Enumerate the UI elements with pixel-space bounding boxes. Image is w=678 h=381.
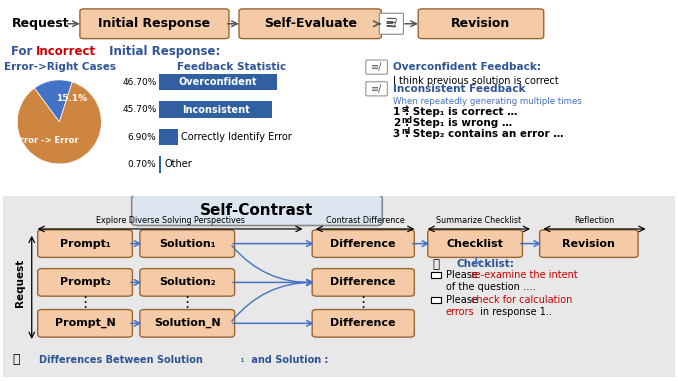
Text: Inconsistent: Inconsistent (182, 104, 250, 115)
Text: re-examine the intent: re-examine the intent (471, 270, 578, 280)
Text: Initial Response:: Initial Response: (105, 45, 221, 58)
Text: Revision: Revision (452, 17, 511, 30)
Text: Difference: Difference (330, 319, 396, 328)
Text: 📋: 📋 (433, 258, 439, 271)
Text: in response 1..: in response 1.. (477, 307, 552, 317)
FancyBboxPatch shape (312, 309, 414, 337)
Bar (159, 74, 277, 90)
Text: ⋮: ⋮ (77, 295, 93, 311)
Bar (159, 101, 272, 118)
Text: Self-Evaluate: Self-Evaluate (264, 17, 357, 30)
Text: Inconsistent Feedback: Inconsistent Feedback (393, 84, 525, 94)
Text: Incorrect: Incorrect (36, 45, 96, 58)
Text: : Step₂ contains an error …: : Step₂ contains an error … (405, 129, 563, 139)
Text: Overconfident: Overconfident (179, 77, 258, 87)
Text: Feedback Statistic: Feedback Statistic (177, 62, 286, 72)
Text: Contrast Difference: Contrast Difference (325, 216, 405, 225)
Text: I think previous solution is correct: I think previous solution is correct (393, 76, 559, 86)
Text: 3: 3 (393, 129, 400, 139)
Text: For: For (12, 45, 37, 58)
FancyBboxPatch shape (140, 230, 235, 258)
Text: 2: 2 (393, 118, 400, 128)
Text: rd: rd (401, 127, 411, 136)
FancyBboxPatch shape (80, 9, 229, 38)
Text: Solution_N: Solution_N (154, 318, 220, 328)
Text: ⋮: ⋮ (180, 295, 195, 311)
Text: 46.70%: 46.70% (122, 78, 157, 86)
FancyBboxPatch shape (38, 230, 132, 258)
Text: Reflection: Reflection (574, 216, 614, 225)
FancyBboxPatch shape (38, 269, 132, 296)
Wedge shape (35, 80, 73, 122)
Bar (159, 129, 178, 145)
FancyBboxPatch shape (366, 60, 387, 74)
FancyBboxPatch shape (540, 230, 638, 258)
Text: Self-Contrast: Self-Contrast (200, 203, 314, 218)
FancyBboxPatch shape (366, 82, 387, 96)
Text: of the question ….: of the question …. (445, 282, 536, 292)
Text: : Step₁ is correct …: : Step₁ is correct … (405, 107, 517, 117)
Text: Error -> Error: Error -> Error (14, 136, 79, 145)
Text: 1: 1 (393, 107, 400, 117)
Text: 6.90%: 6.90% (127, 133, 157, 141)
Bar (159, 156, 161, 173)
Text: Error->Right Cases: Error->Right Cases (5, 62, 117, 72)
Text: ☰: ☰ (386, 17, 397, 30)
Text: Summarize Checklist: Summarize Checklist (436, 216, 521, 225)
Text: Difference: Difference (330, 277, 396, 287)
Text: Please: Please (445, 295, 481, 305)
Text: Explore Diverse Solving Perspectives: Explore Diverse Solving Perspectives (96, 216, 245, 225)
Wedge shape (18, 82, 101, 164)
FancyBboxPatch shape (1, 194, 677, 378)
Text: When repeatedly generating multiple times: When repeatedly generating multiple time… (393, 96, 582, 106)
Text: :: : (321, 355, 328, 365)
FancyBboxPatch shape (132, 195, 382, 226)
Bar (431, 272, 441, 278)
Text: 45.70%: 45.70% (122, 105, 157, 114)
Text: Request: Request (12, 17, 69, 30)
Text: st: st (401, 105, 410, 114)
FancyBboxPatch shape (140, 309, 235, 337)
Text: Checklist:: Checklist: (457, 259, 515, 269)
FancyBboxPatch shape (418, 9, 544, 38)
Text: Solution₁: Solution₁ (159, 239, 216, 249)
Text: ≡/: ≡/ (371, 62, 382, 72)
Text: Other: Other (165, 160, 193, 170)
Text: Revision: Revision (563, 239, 615, 249)
FancyBboxPatch shape (140, 269, 235, 296)
FancyBboxPatch shape (312, 269, 414, 296)
FancyBboxPatch shape (379, 13, 403, 34)
Text: ≡/: ≡/ (371, 84, 382, 94)
Text: Checklist: Checklist (447, 239, 504, 249)
FancyBboxPatch shape (428, 230, 523, 258)
Text: Prompt_N: Prompt_N (55, 318, 115, 328)
Text: ⋮: ⋮ (356, 295, 371, 311)
Text: nd: nd (401, 116, 412, 125)
Text: 15.1%: 15.1% (56, 94, 87, 103)
Bar (431, 297, 441, 303)
Text: Solution₂: Solution₂ (159, 277, 216, 287)
Text: check for calculation: check for calculation (471, 295, 572, 305)
FancyBboxPatch shape (239, 9, 381, 38)
FancyBboxPatch shape (312, 230, 414, 258)
Text: and Solution: and Solution (248, 355, 321, 365)
Text: 🎓: 🎓 (12, 354, 20, 367)
FancyBboxPatch shape (0, 2, 678, 194)
FancyBboxPatch shape (38, 309, 132, 337)
Text: : Step₁ is wrong …: : Step₁ is wrong … (405, 118, 512, 128)
Text: ₂: ₂ (314, 355, 317, 365)
Text: 0.70%: 0.70% (127, 160, 157, 169)
Text: Request: Request (15, 258, 25, 307)
Text: errors: errors (445, 307, 475, 317)
Text: Difference: Difference (330, 239, 396, 249)
Text: Correctly Identify Error: Correctly Identify Error (181, 132, 292, 142)
Text: Initial Response: Initial Response (98, 17, 210, 30)
Text: Please: Please (445, 270, 481, 280)
Text: Differences Between Solution: Differences Between Solution (39, 355, 203, 365)
Text: ₁: ₁ (241, 355, 244, 365)
Text: Prompt₁: Prompt₁ (60, 239, 111, 249)
Text: Overconfident Feedback:: Overconfident Feedback: (393, 62, 540, 72)
Text: ≡/: ≡/ (385, 19, 398, 29)
Text: Prompt₂: Prompt₂ (60, 277, 111, 287)
